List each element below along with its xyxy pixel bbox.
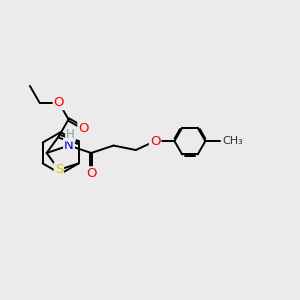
Text: O: O xyxy=(150,135,160,148)
Text: O: O xyxy=(78,122,89,135)
Text: S: S xyxy=(55,163,63,176)
Text: H: H xyxy=(66,128,75,141)
Text: N: N xyxy=(64,139,74,152)
Text: CH₃: CH₃ xyxy=(223,136,243,146)
Text: O: O xyxy=(54,96,64,109)
Text: O: O xyxy=(86,167,97,180)
